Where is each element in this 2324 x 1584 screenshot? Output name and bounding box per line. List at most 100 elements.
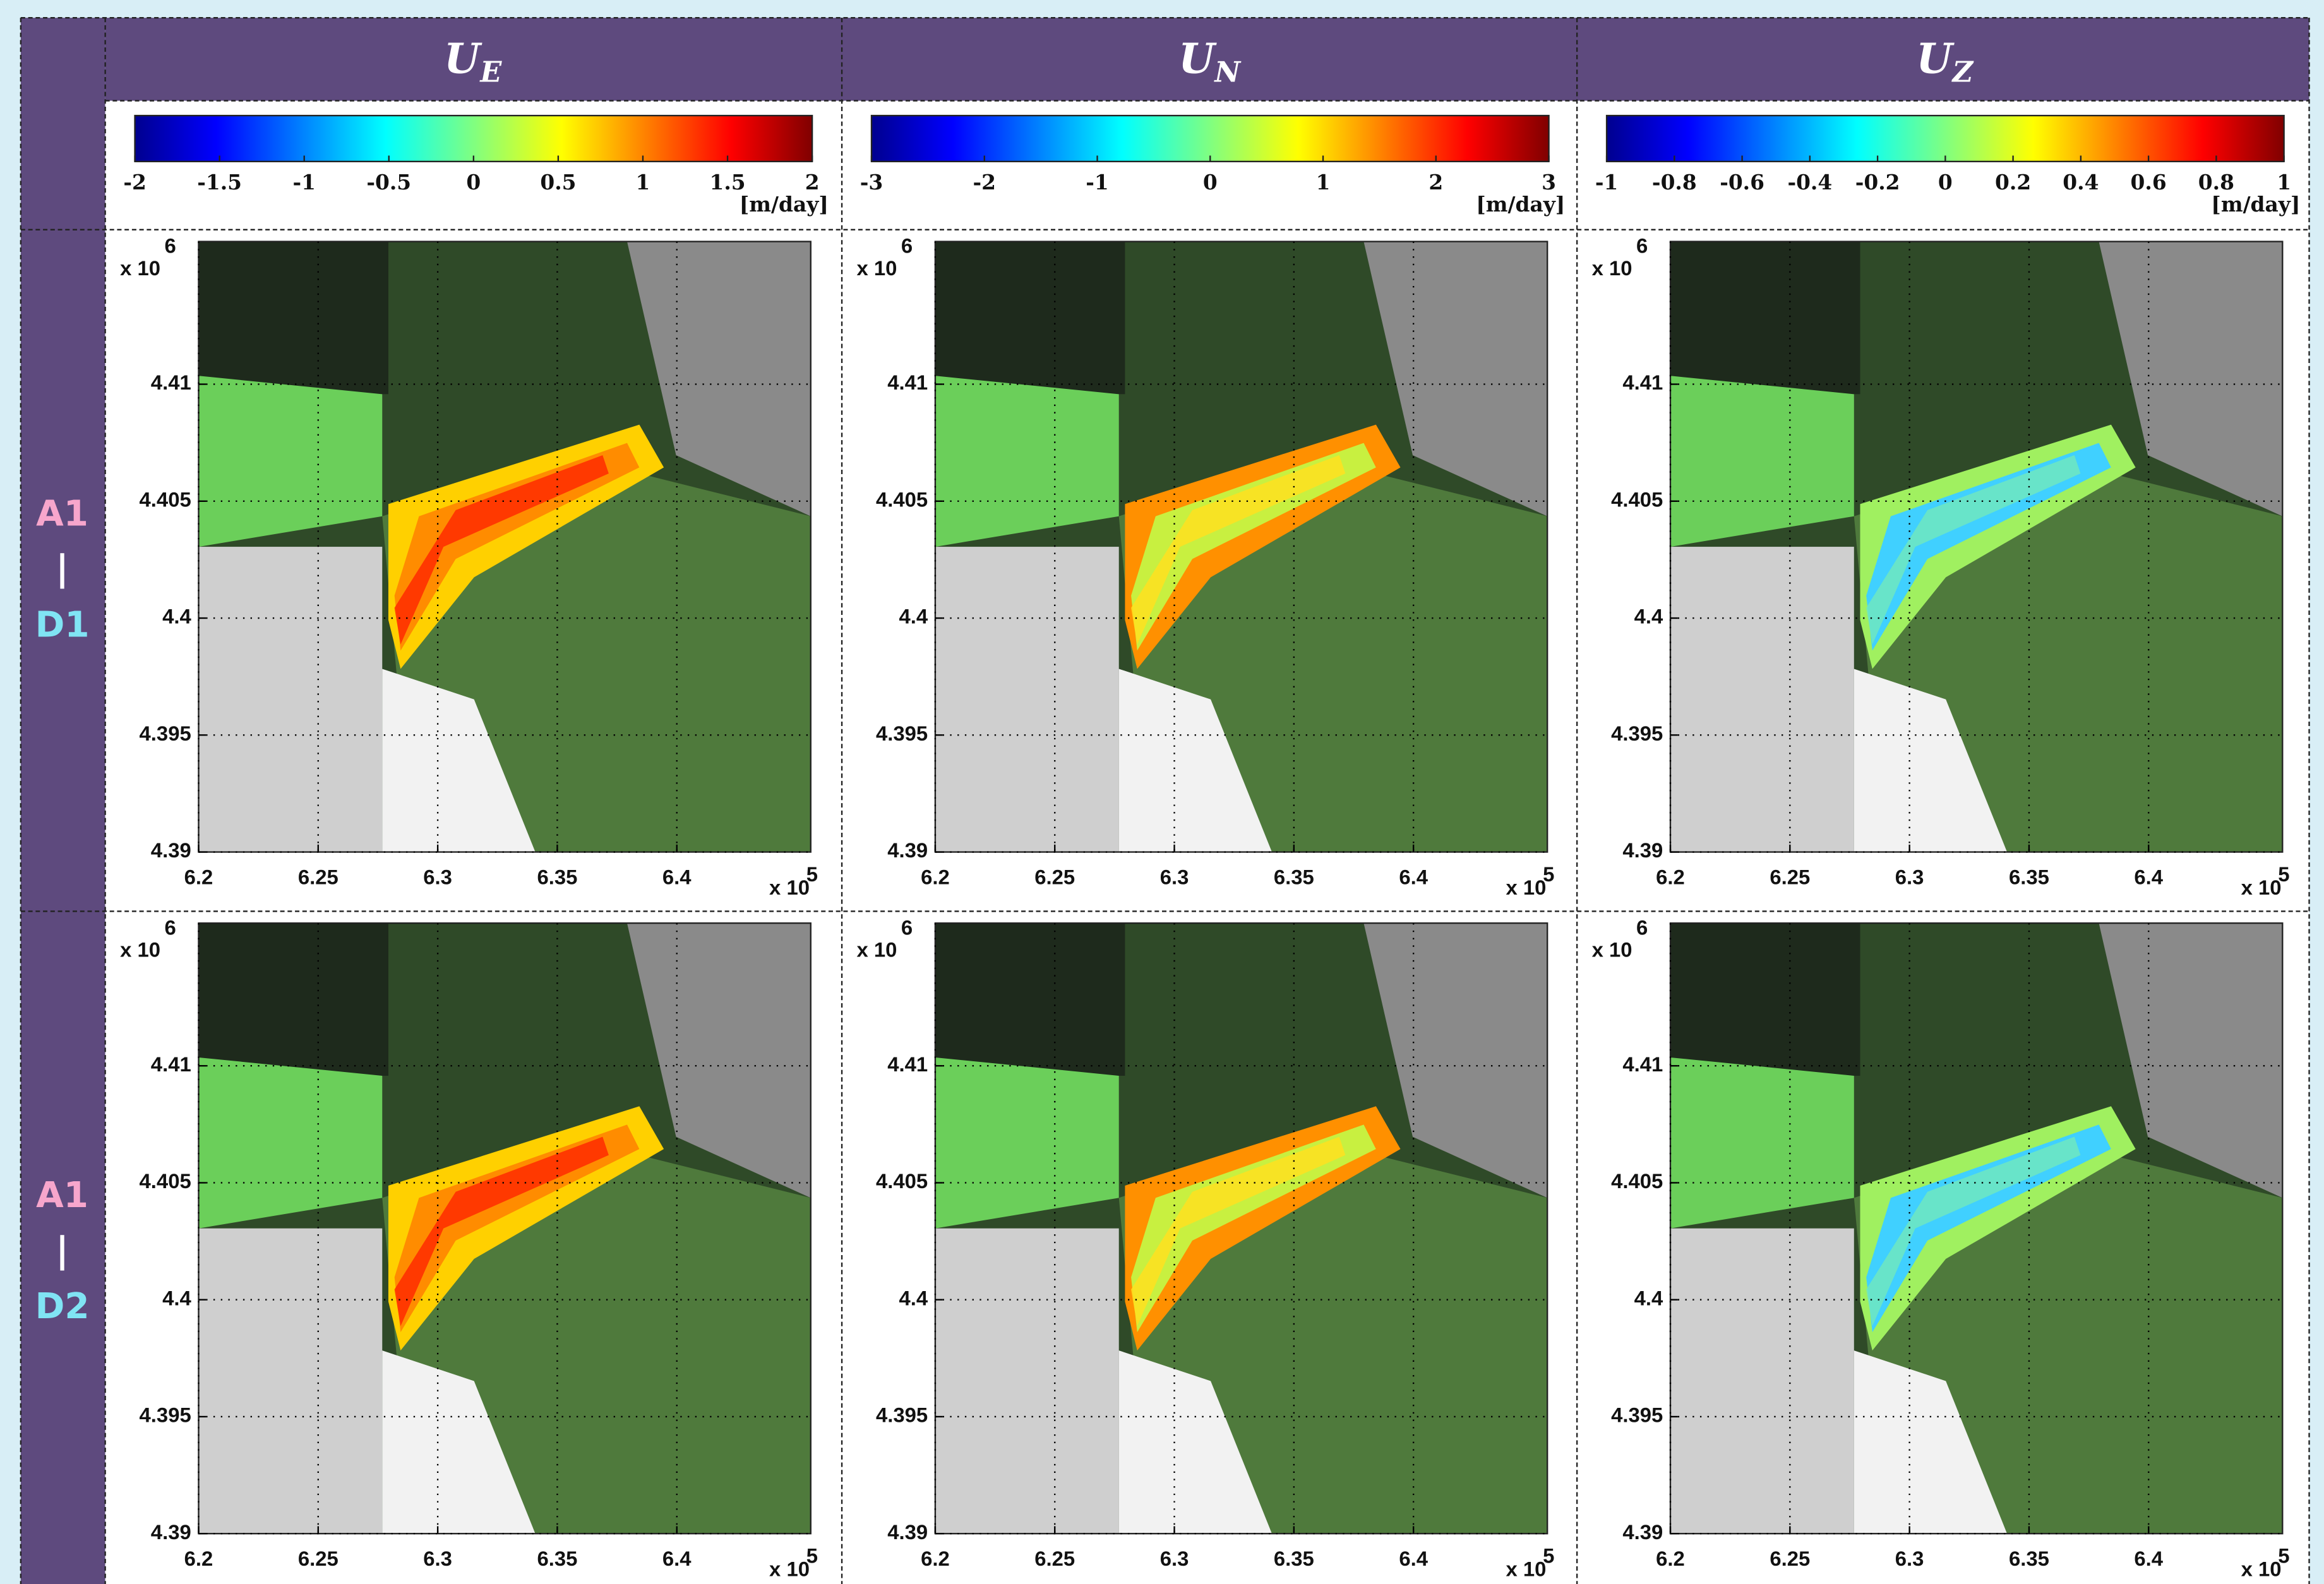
- map-green-left: [935, 376, 1119, 547]
- title-subscript: E: [479, 55, 502, 88]
- x-tick-label: 6.2: [184, 865, 213, 888]
- y-tick-label: 4.39: [887, 838, 928, 862]
- map-gray-valley: [626, 923, 811, 1198]
- row-label-bottom: D2: [35, 1286, 90, 1327]
- colorbar-tick-label: 1: [1316, 170, 1331, 194]
- colorbar: [870, 114, 1550, 163]
- x-tick-label: 6.2: [921, 865, 950, 888]
- x-tick-label: 6.25: [1034, 1547, 1075, 1570]
- y-multiplier: x 10: [1592, 938, 1632, 961]
- x-tick-label: 6.2: [1656, 1547, 1685, 1570]
- x-tick-label: 6.3: [1895, 865, 1924, 888]
- x-tick-label: 6.25: [1034, 865, 1075, 888]
- x-tick-label: 6.25: [1770, 1547, 1810, 1570]
- map-glacier-core: [394, 1124, 640, 1333]
- y-tick-label: 4.41: [151, 371, 191, 394]
- map-gray-valley: [1363, 241, 1548, 516]
- colorbar-unit: [m/day]: [2211, 192, 2300, 217]
- column-header-band: [105, 18, 2309, 101]
- y-tick-label: 4.41: [1622, 371, 1663, 394]
- x-exponent: 5: [2278, 862, 2289, 886]
- x-multiplier: x 10: [1506, 876, 1546, 899]
- x-tick-label: 6.25: [298, 1547, 338, 1570]
- colorbar-tick-label: 2: [1429, 170, 1443, 194]
- map-dark-strip: [935, 923, 1125, 1076]
- map-dark-strip: [1670, 923, 1860, 1076]
- cell-borders: [20, 16, 2310, 1584]
- y-tick-label: 4.4: [1634, 605, 1663, 628]
- x-multiplier: x 10: [1506, 1557, 1546, 1581]
- colorbar-tick-label: -1: [1595, 170, 1618, 194]
- x-tick-label: 6.4: [1399, 865, 1428, 888]
- colorbar: [134, 114, 813, 163]
- y-tick-label: 4.395: [140, 722, 191, 745]
- x-tick-label: 6.4: [1399, 1547, 1428, 1570]
- colorbar-unit: [m/day]: [740, 192, 829, 217]
- x-tick-label: 6.4: [662, 1547, 692, 1570]
- row-header-band: [20, 18, 105, 1584]
- y-tick-label: 4.405: [1611, 1169, 1663, 1193]
- y-tick-label: 4.39: [151, 1520, 191, 1544]
- colorbar-tick-label: -3: [860, 170, 883, 194]
- column-title: UZ: [1916, 35, 1974, 88]
- map-gray-strip: [198, 1228, 383, 1534]
- x-tick-label: 6.25: [1770, 865, 1810, 888]
- x-exponent: 5: [806, 862, 818, 886]
- x-tick-label: 6.4: [2134, 865, 2163, 888]
- map-glacier-core: [394, 443, 640, 651]
- y-tick-label: 4.405: [1611, 487, 1663, 511]
- colorbar-tick-label: 0.6: [2131, 170, 2167, 194]
- colorbar: [1605, 114, 2285, 163]
- y-tick-label: 4.405: [876, 487, 928, 511]
- x-tick-label: 6.3: [1160, 1547, 1189, 1570]
- y-tick-label: 4.405: [876, 1169, 928, 1193]
- map-glacier-core: [1131, 1124, 1376, 1333]
- y-tick-label: 4.39: [1622, 1520, 1663, 1544]
- x-tick-label: 6.2: [184, 1547, 213, 1570]
- x-tick-label: 6.3: [1160, 865, 1189, 888]
- y-tick-label: 4.4: [899, 1286, 928, 1309]
- x-tick-label: 6.35: [2009, 865, 2049, 888]
- colorbar-tick-label: -1.5: [197, 170, 242, 194]
- row-label-separator: |: [56, 548, 69, 590]
- x-tick-label: 6.4: [2134, 1547, 2163, 1570]
- colorbar-tick-label: -2: [123, 170, 146, 194]
- colorbar-tick-label: -2: [973, 170, 996, 194]
- y-tick-label: 4.405: [140, 1169, 191, 1193]
- y-tick-label: 4.395: [140, 1403, 191, 1427]
- y-exponent: 6: [901, 915, 913, 939]
- map-snow: [1118, 1350, 1273, 1534]
- x-exponent: 5: [2278, 1544, 2289, 1567]
- row-label-top: A1: [36, 493, 88, 534]
- map-snow: [1854, 669, 2008, 852]
- map-green-left: [935, 1057, 1119, 1229]
- y-tick-label: 4.405: [140, 487, 191, 511]
- map-gray-strip: [1670, 1228, 1854, 1534]
- y-tick-label: 4.41: [1622, 1052, 1663, 1076]
- colorbar-tick-label: 0: [1938, 170, 1953, 194]
- map-glacier-fast: [394, 1136, 609, 1326]
- x-tick-label: 6.35: [1274, 1547, 1314, 1570]
- x-multiplier: x 10: [769, 876, 810, 899]
- map-gray-valley: [626, 241, 811, 516]
- map-green-left: [198, 1057, 383, 1229]
- y-tick-label: 4.4: [899, 605, 928, 628]
- map-glacier-fast: [1866, 455, 2081, 645]
- y-tick-label: 4.39: [887, 1520, 928, 1544]
- x-tick-label: 6.3: [423, 865, 452, 888]
- map-green-left: [198, 376, 383, 547]
- map-snow: [1118, 669, 1273, 852]
- y-exponent: 6: [165, 234, 176, 258]
- y-multiplier: x 10: [857, 256, 897, 280]
- x-multiplier: x 10: [2241, 1557, 2282, 1581]
- y-tick-label: 4.395: [876, 1403, 928, 1427]
- map-dark-strip: [1670, 241, 1860, 395]
- row-label-top: A1: [36, 1175, 88, 1216]
- y-tick-label: 4.41: [887, 1052, 928, 1076]
- row-label-bottom: D1: [35, 604, 90, 645]
- x-multiplier: x 10: [769, 1557, 810, 1581]
- y-exponent: 6: [1636, 234, 1648, 258]
- map-glacier-fast: [1866, 1136, 2081, 1326]
- map-gray-valley: [1363, 923, 1548, 1198]
